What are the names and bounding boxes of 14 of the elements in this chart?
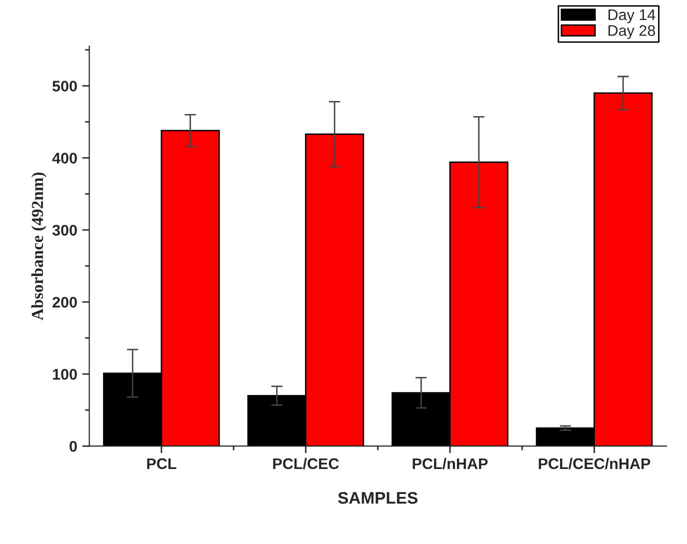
y-tick-label: 100 (52, 368, 77, 380)
y-tick-label: 300 (52, 224, 77, 236)
legend-label: Day 14 (608, 10, 656, 24)
y-axis-title: Absorbance (492nm) (31, 172, 46, 320)
x-tick-label: PCL/CEC/nHAP (538, 458, 650, 470)
legend-label: Day 28 (608, 25, 656, 39)
y-tick-label: 400 (52, 152, 77, 164)
y-tick-label: 200 (52, 296, 77, 308)
x-axis-title: SAMPLES (338, 492, 418, 504)
y-tick-label: 500 (52, 80, 77, 92)
x-tick-label: PCL (147, 458, 176, 470)
x-tick-label: PCL/CEC (273, 458, 339, 470)
x-tick-label: PCL/nHAP (412, 458, 488, 470)
y-tick-label: 0 (70, 440, 77, 452)
